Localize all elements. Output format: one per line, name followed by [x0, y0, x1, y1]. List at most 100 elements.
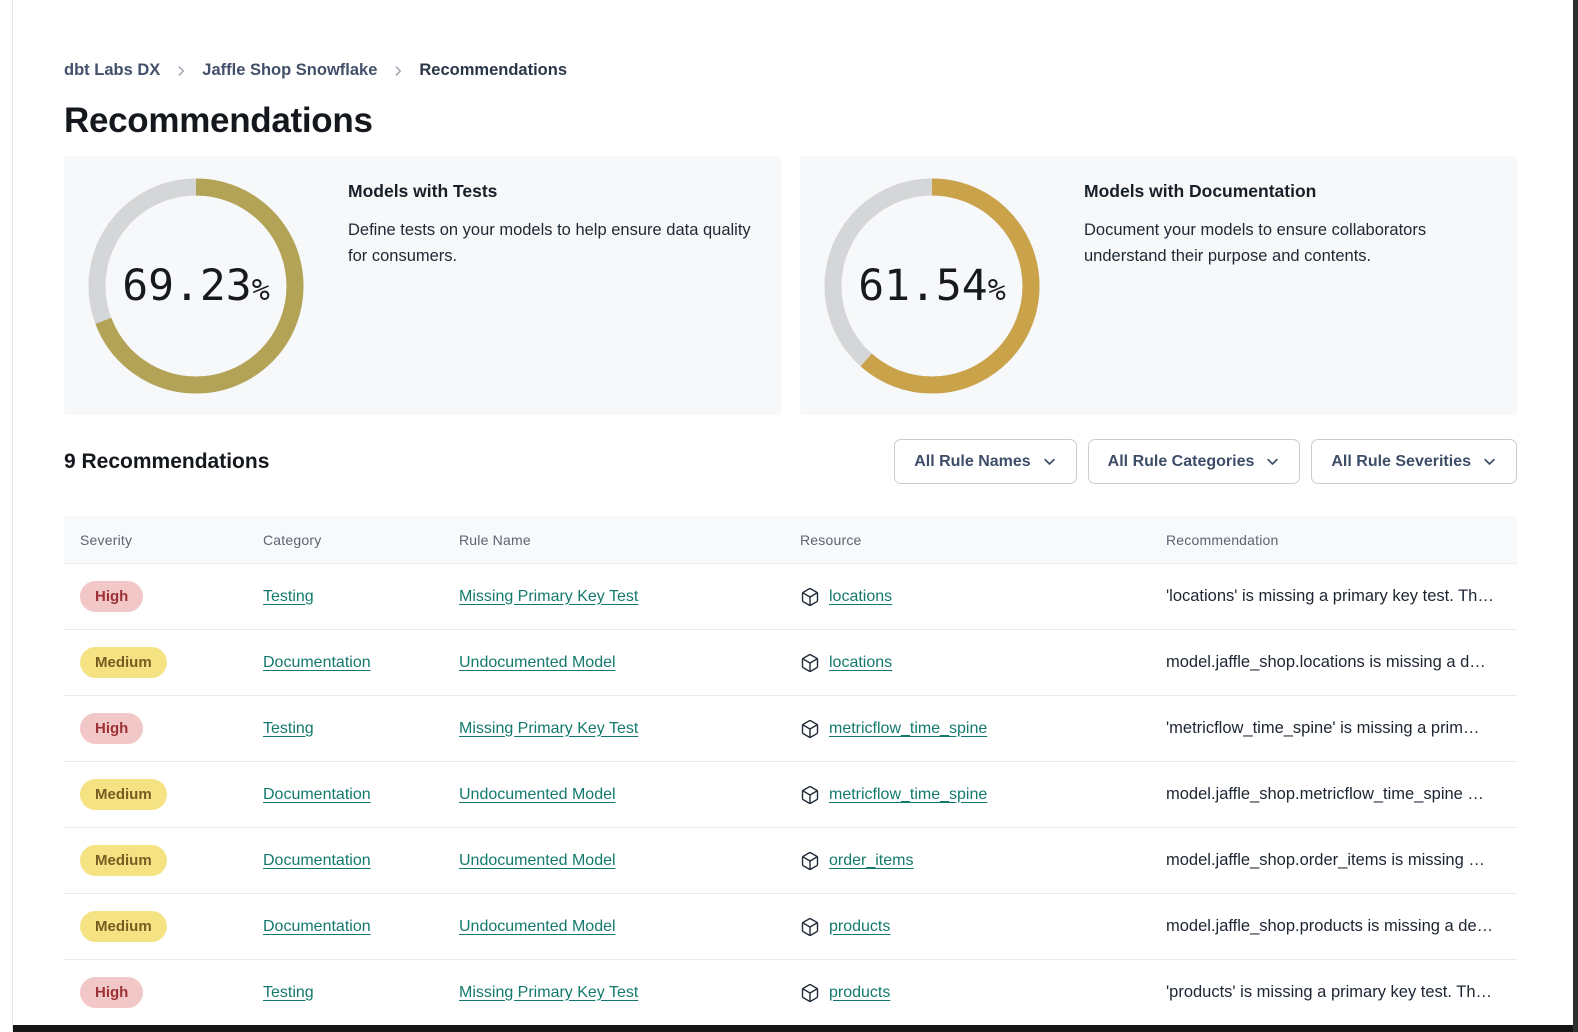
box-icon [800, 587, 820, 607]
rule-name-cell: Undocumented Model [443, 852, 784, 870]
resource-link[interactable]: metricflow_time_spine [829, 720, 987, 738]
severity-badge: Medium [80, 647, 167, 678]
resource-cell: locations [784, 587, 1150, 607]
resource-link[interactable]: products [829, 918, 890, 936]
left-divider [12, 0, 13, 1032]
donut-percent-value: 61.54 [858, 261, 987, 311]
table-row: High Testing Missing Primary Key Test lo… [64, 564, 1517, 630]
box-icon [800, 653, 820, 673]
severity-cell: Medium [64, 779, 247, 810]
resource-cell: products [784, 983, 1150, 1003]
severity-cell: Medium [64, 647, 247, 678]
category-link[interactable]: Documentation [263, 918, 371, 935]
category-cell: Documentation [247, 918, 443, 936]
summary-card-description: Define tests on your models to help ensu… [348, 217, 757, 269]
box-icon [800, 785, 820, 805]
category-link[interactable]: Testing [263, 588, 314, 605]
category-link[interactable]: Testing [263, 720, 314, 737]
donut-chart: 69.23% [88, 178, 304, 394]
severity-badge: High [80, 977, 143, 1008]
column-header: Recommendation [1150, 532, 1517, 548]
donut-percent-sign: % [252, 264, 270, 308]
severity-badge: Medium [80, 911, 167, 942]
summary-card: 61.54% Models with Documentation Documen… [800, 156, 1517, 415]
chevron-down-icon [1482, 454, 1497, 469]
rule-name-link[interactable]: Missing Primary Key Test [459, 588, 638, 605]
category-link[interactable]: Testing [263, 984, 314, 1001]
table-row: Medium Documentation Undocumented Model … [64, 828, 1517, 894]
severity-badge: Medium [80, 779, 167, 810]
severity-cell: Medium [64, 911, 247, 942]
filter-dropdown-label: All Rule Severities [1331, 453, 1471, 471]
recommendation-cell: model.jaffle_shop.order_items is missing… [1150, 851, 1517, 870]
recommendation-text: model.jaffle_shop.order_items is missing… [1166, 851, 1485, 869]
box-icon [800, 851, 820, 871]
filter-dropdown[interactable]: All Rule Categories [1088, 439, 1301, 484]
rule-name-link[interactable]: Undocumented Model [459, 852, 616, 869]
recommendation-text: 'locations' is missing a primary key tes… [1166, 587, 1494, 605]
severity-cell: High [64, 713, 247, 744]
column-header: Rule Name [443, 532, 784, 548]
column-header: Severity [64, 532, 247, 548]
resource-cell: order_items [784, 851, 1150, 871]
rule-name-cell: Undocumented Model [443, 786, 784, 804]
resource-link[interactable]: locations [829, 654, 892, 672]
table-row: Medium Documentation Undocumented Model … [64, 630, 1517, 696]
filter-dropdown[interactable]: All Rule Severities [1311, 439, 1517, 484]
resource-link[interactable]: locations [829, 588, 892, 606]
recommendations-table: SeverityCategoryRule NameResourceRecomme… [64, 516, 1517, 1026]
summary-card-text: Models with Documentation Document your … [1084, 178, 1493, 269]
breadcrumb-item[interactable]: Jaffle Shop Snowflake [202, 61, 377, 80]
summary-card-description: Document your models to ensure collabora… [1084, 217, 1493, 269]
filter-dropdown-label: All Rule Names [914, 453, 1030, 471]
breadcrumb-item[interactable]: dbt Labs DX [64, 61, 160, 80]
category-link[interactable]: Documentation [263, 852, 371, 869]
breadcrumb-item[interactable]: Recommendations [419, 61, 567, 80]
column-header: Category [247, 532, 443, 548]
table-row: Medium Documentation Undocumented Model … [64, 762, 1517, 828]
table-row: Medium Documentation Undocumented Model … [64, 894, 1517, 960]
rule-name-link[interactable]: Undocumented Model [459, 918, 616, 935]
rule-name-link[interactable]: Missing Primary Key Test [459, 984, 638, 1001]
resource-cell: products [784, 917, 1150, 937]
rule-name-link[interactable]: Undocumented Model [459, 786, 616, 803]
rule-name-cell: Undocumented Model [443, 654, 784, 672]
resource-link[interactable]: products [829, 984, 890, 1002]
donut-percent-sign: % [988, 264, 1006, 308]
category-link[interactable]: Documentation [263, 786, 371, 803]
page-title: Recommendations [64, 101, 1517, 141]
resource-cell: locations [784, 653, 1150, 673]
filter-dropdown[interactable]: All Rule Names [894, 439, 1076, 484]
rule-name-link[interactable]: Missing Primary Key Test [459, 720, 638, 737]
box-icon [800, 719, 820, 739]
category-cell: Documentation [247, 852, 443, 870]
category-cell: Documentation [247, 786, 443, 804]
category-cell: Testing [247, 720, 443, 738]
summary-card-text: Models with Tests Define tests on your m… [348, 178, 757, 269]
table-body: High Testing Missing Primary Key Test lo… [64, 564, 1517, 1026]
summary-cards: 69.23% Models with Tests Define tests on… [64, 156, 1517, 415]
rule-name-cell: Undocumented Model [443, 918, 784, 936]
recommendations-toolbar: 9 Recommendations All Rule Names All Rul… [64, 439, 1517, 484]
recommendation-text: 'metricflow_time_spine' is missing a pri… [1166, 719, 1479, 737]
severity-cell: Medium [64, 845, 247, 876]
resource-link[interactable]: metricflow_time_spine [829, 786, 987, 804]
severity-cell: High [64, 581, 247, 612]
donut-chart: 61.54% [824, 178, 1040, 394]
severity-badge: Medium [80, 845, 167, 876]
rule-name-link[interactable]: Undocumented Model [459, 654, 616, 671]
category-cell: Testing [247, 984, 443, 1002]
box-icon [800, 917, 820, 937]
rule-name-cell: Missing Primary Key Test [443, 720, 784, 738]
recommendation-text: model.jaffle_shop.locations is missing a… [1166, 653, 1486, 671]
resource-link[interactable]: order_items [829, 852, 913, 870]
rule-name-cell: Missing Primary Key Test [443, 984, 784, 1002]
chevron-down-icon [1265, 454, 1280, 469]
window-right-edge [1573, 0, 1578, 1032]
category-link[interactable]: Documentation [263, 654, 371, 671]
severity-badge: High [80, 581, 143, 612]
main-content: dbt Labs DX Jaffle Shop Snowflake Recomm… [64, 0, 1517, 1026]
breadcrumb-separator-icon [174, 64, 188, 78]
table-row: High Testing Missing Primary Key Test pr… [64, 960, 1517, 1026]
column-header: Resource [784, 532, 1150, 548]
